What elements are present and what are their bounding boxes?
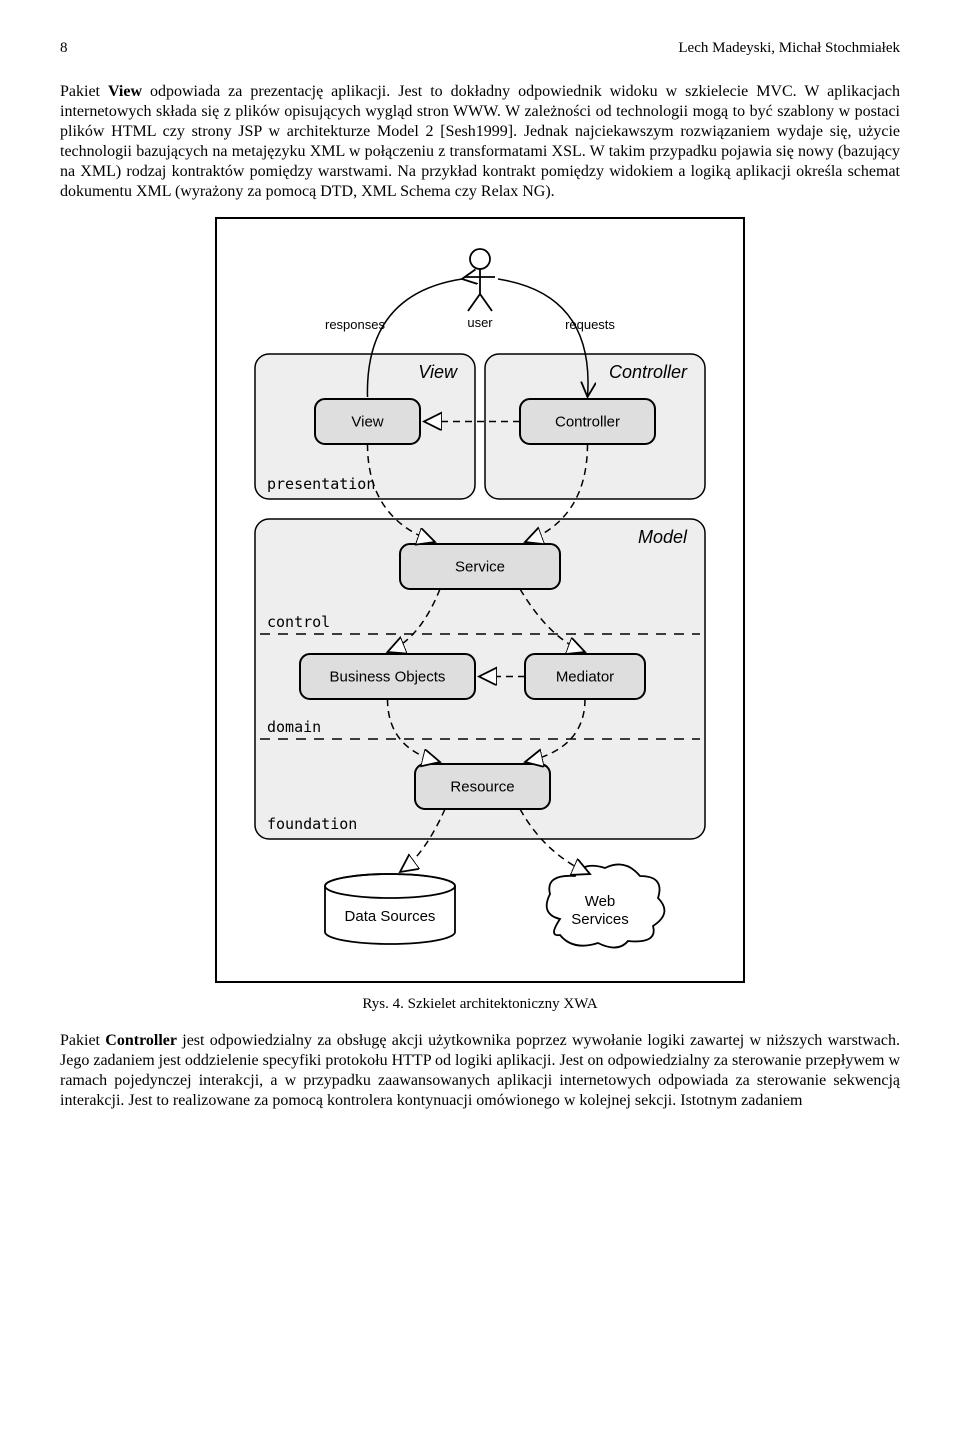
- svg-text:responses: responses: [325, 317, 385, 332]
- para2-post: jest odpowiedzialny za obsługę akcji uży…: [60, 1032, 900, 1109]
- svg-text:requests: requests: [565, 317, 615, 332]
- figure: View Controller Model presentation control do…: [215, 217, 745, 983]
- figure-caption: Rys. 4. Szkielet architektoniczny XWA: [60, 996, 900, 1013]
- authors: Lech Madeyski, Michał Stochmiałek: [678, 40, 900, 57]
- svg-text:Data Sources: Data Sources: [345, 908, 436, 925]
- paragraph-2: Pakiet Controller jest odpowiedzialny za…: [60, 1031, 900, 1111]
- para2-bold: Controller: [105, 1032, 177, 1049]
- para1-pre: Pakiet: [60, 83, 108, 100]
- svg-text:View: View: [418, 362, 458, 382]
- svg-text:Resource: Resource: [450, 779, 514, 796]
- svg-text:Service: Service: [455, 559, 505, 576]
- svg-text:foundation: foundation: [267, 815, 357, 833]
- svg-text:Controller: Controller: [609, 362, 688, 382]
- svg-text:domain: domain: [267, 718, 321, 736]
- architecture-diagram: View Controller Model presentation control do…: [245, 239, 715, 959]
- figure-wrap: View Controller Model presentation control do…: [60, 217, 900, 988]
- para1-bold: View: [108, 83, 142, 100]
- svg-text:View: View: [351, 414, 383, 431]
- svg-text:Controller: Controller: [555, 414, 620, 431]
- svg-text:Business Objects: Business Objects: [330, 669, 446, 686]
- para2-pre: Pakiet: [60, 1032, 105, 1049]
- svg-text:user: user: [467, 315, 493, 330]
- page-number: 8: [60, 40, 68, 57]
- svg-text:Services: Services: [571, 911, 629, 928]
- svg-text:presentation: presentation: [267, 475, 375, 493]
- svg-text:control: control: [267, 613, 330, 631]
- svg-text:Mediator: Mediator: [556, 669, 614, 686]
- svg-text:Model: Model: [638, 527, 688, 547]
- svg-text:Web: Web: [585, 893, 616, 910]
- para1-post: odpowiada za prezentację aplikacji. Jest…: [60, 83, 900, 200]
- paragraph-1: Pakiet View odpowiada za prezentację apl…: [60, 82, 900, 202]
- page-header: 8 Lech Madeyski, Michał Stochmiałek: [60, 40, 900, 57]
